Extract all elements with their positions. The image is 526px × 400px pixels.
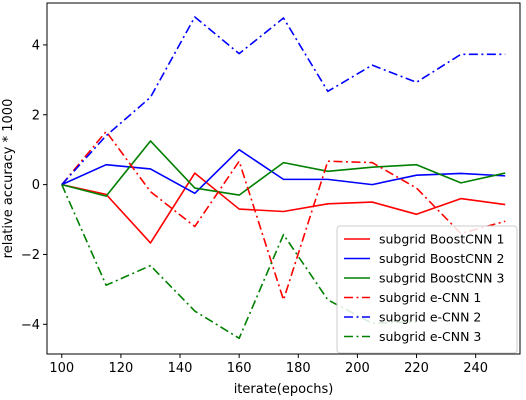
- series-line-3: [61, 140, 506, 197]
- plot-frame: [46, 2, 521, 355]
- series-line-2: [61, 148, 506, 195]
- x-tick-label: 120: [108, 361, 133, 376]
- x-tick-label: 140: [168, 361, 193, 376]
- legend-entry-label: subgrid BoostCNN 2: [379, 251, 504, 266]
- x-tick-label: 240: [463, 361, 488, 376]
- y-tick-label: −2: [21, 248, 40, 263]
- legend-entry-label: subgrid e-CNN 2: [379, 310, 481, 325]
- y-tick-label: 4: [32, 38, 40, 53]
- legend-entry-label: subgrid BoostCNN 3: [379, 271, 504, 286]
- x-tick-label: 100: [49, 361, 74, 376]
- series-line-1: [61, 172, 506, 244]
- x-tick-label: 160: [227, 361, 252, 376]
- legend-box: [336, 225, 518, 354]
- legend-entry-label: subgrid BoostCNN 1: [379, 232, 504, 247]
- legend-entry-label: subgrid e-CNN 1: [379, 290, 481, 305]
- series-line-4: [61, 130, 506, 301]
- y-tick-label: 0: [32, 178, 40, 193]
- legend-entry-label: subgrid e-CNN 3: [379, 329, 481, 344]
- y-tick-label: −4: [21, 318, 40, 333]
- x-tick-label: 180: [286, 361, 311, 376]
- x-tick-label: 200: [345, 361, 370, 376]
- y-axis-ticks: −4 −2 0 2 4: [21, 38, 47, 333]
- y-axis-label: relative accuracy * 1000: [1, 99, 16, 259]
- x-tick-label: 220: [404, 361, 429, 376]
- x-axis-ticks: 100 120 140 160 180 200 220 240: [49, 354, 488, 376]
- y-tick-label: 2: [32, 108, 40, 123]
- x-axis-label: iterate(epochs): [234, 382, 334, 397]
- legend: subgrid BoostCNN 1 subgrid BoostCNN 2 subg…: [336, 225, 518, 354]
- series-line-5: [61, 16, 506, 186]
